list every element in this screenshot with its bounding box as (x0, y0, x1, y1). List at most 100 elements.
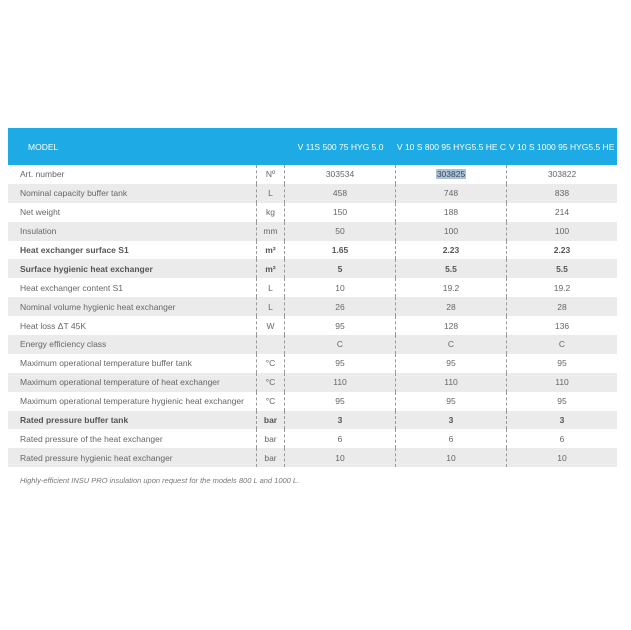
row-label: Energy efficiency class (8, 335, 256, 354)
value-cell: 10 (507, 448, 617, 467)
value-cell: 5 (285, 259, 396, 279)
value-cell-text: 2.23 (553, 245, 571, 255)
value-cell: 6 (285, 429, 396, 449)
row-label: Insulation (8, 222, 256, 241)
value-cell-text: 10 (557, 452, 567, 463)
row-label: Surface hygienic heat exchanger (8, 259, 256, 278)
value-cell-text: 95 (557, 358, 567, 369)
row-label-text: Maximum operational temperature buffer t… (20, 358, 192, 369)
row-label-text: Nominal volume hygienic heat exchanger (20, 301, 176, 312)
spec-table: MODEL V 11S 500 75 HYG 5.0 V 10 S 800 95… (8, 128, 617, 468)
value-cell: 3 (396, 410, 507, 430)
value-cell: 95 (396, 391, 507, 411)
row-unit: °C (256, 391, 285, 411)
value-cell: 95 (285, 353, 396, 373)
row-label-text: Maximum operational temperature hygienic… (20, 396, 244, 407)
table-row: Rated pressure of the heat exchanger bar 6… (8, 429, 617, 449)
model-column-header: V 10 S 800 95 HYG5.5 HE C (396, 141, 507, 152)
value-cell-text: 6 (448, 433, 454, 444)
value-cell: 2.23 (507, 241, 617, 260)
value-cell-text: 838 (554, 188, 570, 199)
row-label: Nominal volume hygienic heat exchanger (8, 297, 256, 316)
value-cell: 19.2 (396, 278, 507, 298)
row-unit: bar (256, 429, 285, 449)
row-label-text: Art. number (20, 169, 65, 180)
value-cell: 748 (396, 183, 507, 203)
row-label-text: Heat loss ΔT 45K (20, 320, 86, 331)
value-cell: 95 (507, 354, 617, 373)
model-header: MODEL (28, 141, 59, 152)
row-unit: mm (256, 221, 285, 241)
model-column-header: V 11S 500 75 HYG 5.0 (297, 141, 384, 152)
row-label-text: Insulation (20, 226, 57, 237)
table-row: Rated pressure buffer tank bar 3 3 3 (8, 410, 617, 430)
table-row: Heat exchanger surface S1 m² 1.65 2.23 2.23 (8, 240, 617, 260)
table-row: Net weight kg 150 188 214 (8, 202, 617, 222)
value-cell-text: 188 (443, 207, 459, 218)
table-row: Nominal volume hygienic heat exchanger L 2… (8, 297, 617, 317)
value-cell: 19.2 (507, 278, 617, 297)
row-unit: m² (256, 259, 285, 279)
row-label-text: Maximum operational temperature of heat … (20, 377, 220, 388)
row-label: Rated pressure hygienic heat exchanger (8, 448, 256, 467)
value-cell: 110 (507, 373, 617, 392)
value-cell: 303534 (285, 165, 396, 184)
value-cell-text: 303822 (547, 169, 577, 180)
value-cell: 188 (396, 202, 507, 222)
row-unit (256, 335, 285, 354)
value-cell-text: 19.2 (442, 282, 460, 293)
row-unit: °C (256, 353, 285, 373)
table-row: Heat loss ΔT 45K W 95 128 136 (8, 316, 617, 336)
value-cell: 838 (507, 184, 617, 203)
value-cell-text: 303534 (325, 169, 355, 180)
row-unit-text: bar (263, 415, 278, 426)
row-label: Heat exchanger content S1 (8, 278, 256, 297)
row-label-text: Rated pressure buffer tank (20, 415, 129, 426)
value-cell: 6 (396, 429, 507, 449)
value-cell-text: 10 (446, 452, 456, 463)
value-cell: C (285, 335, 396, 354)
row-unit-text: °C (265, 396, 276, 407)
value-cell: 5.5 (396, 259, 507, 279)
row-unit-text: m² (265, 245, 276, 255)
table-row: Maximum operational temperature of heat … (8, 372, 617, 392)
row-unit: kg (256, 202, 285, 222)
value-cell: 95 (285, 391, 396, 411)
row-label: Net weight (8, 203, 256, 222)
value-cell: 3 (507, 411, 617, 430)
row-label: Heat loss ΔT 45K (8, 316, 256, 335)
row-label-text: Heat exchanger content S1 (20, 282, 124, 293)
row-unit-text: L (268, 282, 273, 293)
value-cell-text: 3 (337, 415, 343, 426)
table-row: Nominal capacity buffer tank L 458 748 838 (8, 183, 617, 203)
value-cell-text: 95 (335, 320, 345, 331)
value-cell-text: C (558, 339, 566, 350)
table-row: Maximum operational temperature buffer t… (8, 353, 617, 373)
value-cell-text: 128 (443, 320, 459, 331)
value-cell-text: 2.23 (442, 245, 460, 255)
row-unit-text: L (268, 188, 273, 199)
value-cell: C (396, 335, 507, 354)
row-unit: L (256, 183, 285, 203)
value-cell: 458 (285, 183, 396, 203)
row-unit-text: kg (266, 207, 275, 218)
value-cell-text: 95 (446, 358, 456, 369)
value-cell: 3 (285, 410, 396, 430)
value-cell-text: 10 (335, 282, 345, 293)
value-cell: 303822 (507, 165, 617, 184)
footnote: Highly-efficient INSU PRO insulation upo… (20, 476, 300, 485)
table-body: Art. number Nº 303534 303825 303822 Nominal c… (8, 165, 617, 468)
value-cell: 128 (396, 316, 507, 336)
value-cell-text: 6 (559, 433, 565, 444)
value-cell-text: 214 (554, 207, 570, 218)
value-cell: 136 (507, 316, 617, 335)
value-cell: 10 (285, 278, 396, 298)
value-cell-text: 1.65 (331, 245, 349, 255)
value-cell-text: 95 (557, 396, 567, 407)
value-cell-text: 95 (335, 396, 345, 407)
value-cell-text: C (336, 339, 344, 350)
row-unit-text: W (266, 320, 275, 331)
value-cell: 10 (285, 448, 396, 468)
row-unit: bar (256, 448, 285, 468)
row-label: Nominal capacity buffer tank (8, 184, 256, 203)
